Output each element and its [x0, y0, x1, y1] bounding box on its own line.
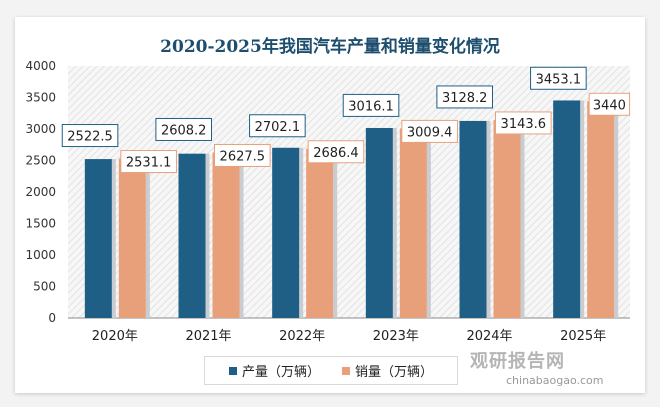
data-label: 2627.5 — [220, 149, 266, 164]
y-tick-label: 3500 — [25, 91, 56, 105]
chart-title: 2020-2025年我国汽车产量和销量变化情况 — [160, 37, 500, 57]
data-label: 3128.2 — [442, 91, 488, 106]
bar-production — [553, 100, 581, 318]
legend-label: 销量（万辆） — [355, 365, 434, 380]
data-label-box — [214, 143, 271, 167]
y-tick-label: 2500 — [25, 154, 56, 168]
bar-production — [84, 159, 112, 318]
bar-production — [178, 153, 206, 318]
legend-label: 产量（万辆） — [241, 365, 320, 380]
data-label-box — [155, 117, 212, 141]
x-tick-label: 2024年 — [466, 329, 512, 344]
legend: 产量（万辆） 销量（万辆） — [204, 356, 458, 385]
data-label-box — [61, 124, 119, 148]
data-label: 3016.1 — [348, 99, 394, 114]
data-label-box — [530, 66, 587, 90]
bar-shadow — [614, 101, 619, 318]
bar-sales — [212, 152, 240, 318]
bar-shadow — [111, 159, 116, 318]
legend-item-production: 产量（万辆） — [228, 361, 320, 380]
bar-shadow — [145, 158, 150, 318]
bar-shadow — [333, 148, 338, 318]
bar-shadow — [299, 147, 304, 318]
data-label-box — [588, 92, 631, 116]
bar-shadow — [426, 128, 431, 318]
bar-sales — [118, 158, 146, 318]
bar-shadow — [520, 119, 525, 318]
data-label-box — [342, 93, 400, 117]
data-label: 3009.4 — [407, 125, 453, 140]
bar-shadow — [486, 120, 491, 318]
bar-production — [459, 120, 487, 318]
data-label-box — [436, 85, 493, 109]
y-tick-label: 1000 — [25, 248, 56, 262]
data-label: 2531.1 — [126, 156, 172, 171]
data-label: 2522.5 — [67, 130, 113, 145]
watermark-logo: 观研报告网 chinabaogao.com — [470, 352, 640, 392]
data-label-box — [401, 119, 458, 143]
watermark-en: chinabaogao.com — [506, 374, 604, 387]
data-label: 2686.4 — [313, 146, 359, 161]
data-label: 2608.2 — [161, 123, 207, 138]
bar-production — [365, 127, 393, 318]
y-tick-label: 0 — [48, 311, 56, 325]
data-label: 3453.1 — [536, 72, 582, 87]
y-tick-label: 4000 — [25, 59, 56, 73]
legend-swatch — [228, 366, 237, 375]
x-tick-label: 2025年 — [560, 329, 606, 344]
y-tick-label: 3000 — [25, 122, 56, 136]
y-tick-label: 1500 — [25, 217, 56, 231]
bar-sales — [399, 128, 427, 318]
bar-shadow — [580, 100, 585, 318]
data-label: 2702.1 — [255, 120, 301, 135]
legend-item-sales: 销量（万辆） — [342, 361, 433, 380]
bar-shadow — [392, 127, 397, 318]
x-tick-label: 2022年 — [279, 329, 325, 344]
legend-swatch — [342, 366, 350, 375]
y-tick-label: 500 — [33, 280, 56, 294]
bar-sales — [493, 119, 521, 318]
y-tick-label: 2000 — [25, 185, 56, 199]
bar-shadow — [205, 153, 210, 318]
data-label-box — [249, 114, 306, 138]
data-label: 3440 — [593, 98, 626, 113]
x-tick-label: 2021年 — [185, 329, 231, 344]
bar-production — [272, 147, 300, 318]
data-label: 3143.6 — [501, 117, 547, 132]
data-label-box — [495, 111, 552, 135]
x-tick-label: 2023年 — [373, 329, 419, 344]
watermark-cn: 观研报告网 — [470, 351, 565, 372]
data-label-box — [307, 140, 365, 164]
bar-sales — [587, 101, 615, 318]
bar-shadow — [239, 152, 244, 318]
data-label-box — [120, 150, 177, 174]
bar-sales — [306, 148, 334, 318]
x-tick-label: 2020年 — [92, 329, 138, 344]
